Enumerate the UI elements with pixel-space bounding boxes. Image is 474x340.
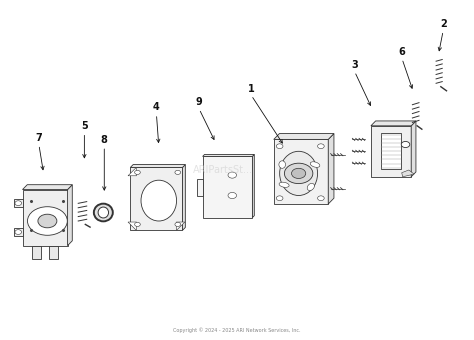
Polygon shape — [274, 139, 328, 204]
Ellipse shape — [98, 207, 109, 218]
Circle shape — [276, 144, 283, 149]
Circle shape — [228, 172, 237, 178]
Polygon shape — [182, 165, 185, 231]
Polygon shape — [381, 133, 401, 169]
Polygon shape — [130, 168, 182, 231]
Circle shape — [318, 196, 324, 201]
Polygon shape — [411, 121, 416, 177]
Polygon shape — [67, 185, 72, 245]
Polygon shape — [14, 199, 23, 207]
Polygon shape — [252, 154, 254, 218]
Circle shape — [27, 207, 67, 235]
Polygon shape — [371, 126, 411, 177]
Text: 6: 6 — [399, 47, 405, 57]
Polygon shape — [128, 222, 137, 231]
Text: Copyright © 2024 - 2025 ARI Network Services, Inc.: Copyright © 2024 - 2025 ARI Network Serv… — [173, 327, 301, 333]
Ellipse shape — [279, 161, 285, 168]
Text: 1: 1 — [248, 84, 255, 94]
Ellipse shape — [280, 151, 318, 196]
Circle shape — [276, 196, 283, 201]
Circle shape — [318, 144, 324, 149]
Ellipse shape — [279, 182, 289, 187]
Polygon shape — [23, 185, 72, 190]
Circle shape — [175, 222, 181, 226]
Circle shape — [175, 170, 181, 174]
Circle shape — [228, 192, 237, 199]
Text: 2: 2 — [440, 19, 447, 29]
Ellipse shape — [141, 180, 176, 221]
Text: 9: 9 — [196, 97, 202, 107]
Polygon shape — [128, 167, 137, 176]
Polygon shape — [49, 245, 58, 259]
Text: 7: 7 — [36, 133, 42, 143]
Polygon shape — [202, 156, 252, 218]
Polygon shape — [23, 190, 67, 245]
Polygon shape — [197, 178, 202, 195]
Polygon shape — [130, 165, 185, 168]
Text: 3: 3 — [351, 60, 358, 70]
Text: 5: 5 — [81, 121, 88, 131]
Polygon shape — [274, 134, 334, 139]
Text: 8: 8 — [101, 135, 108, 144]
Circle shape — [15, 201, 22, 205]
Ellipse shape — [310, 162, 320, 167]
Circle shape — [135, 170, 140, 174]
Polygon shape — [32, 245, 41, 259]
Circle shape — [284, 163, 313, 184]
Circle shape — [38, 214, 57, 228]
Polygon shape — [176, 222, 185, 231]
Ellipse shape — [94, 204, 113, 221]
Circle shape — [15, 230, 22, 235]
Text: ARIPartsSt...: ARIPartsSt... — [193, 165, 253, 175]
Circle shape — [135, 222, 140, 226]
Polygon shape — [328, 134, 334, 204]
Polygon shape — [371, 121, 416, 126]
Circle shape — [401, 141, 410, 148]
Text: 4: 4 — [153, 102, 160, 112]
Polygon shape — [14, 228, 23, 236]
Polygon shape — [202, 154, 254, 156]
Polygon shape — [401, 170, 414, 177]
Ellipse shape — [307, 183, 314, 190]
Circle shape — [292, 168, 306, 179]
